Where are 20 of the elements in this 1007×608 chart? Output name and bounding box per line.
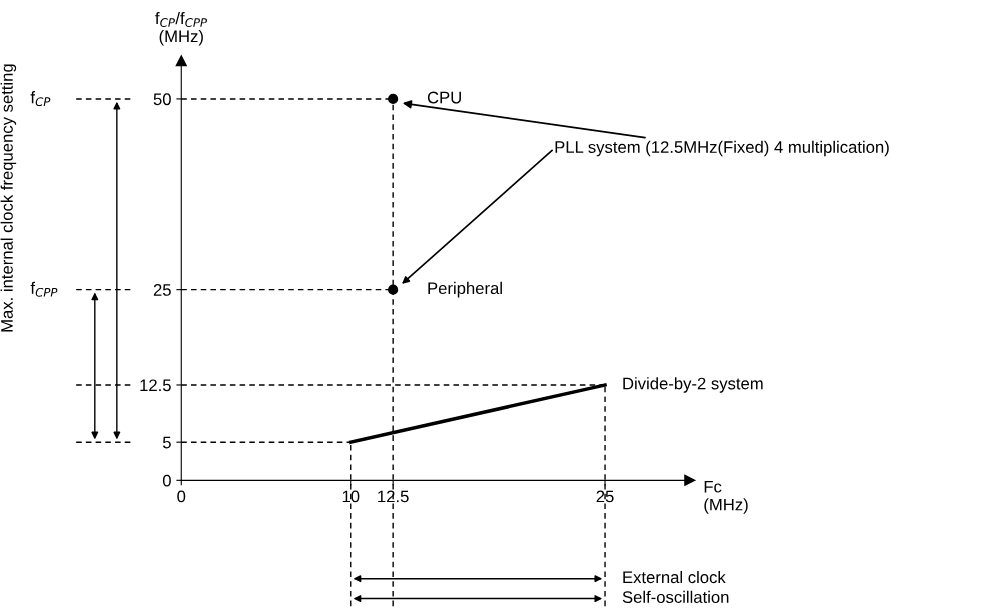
- x-tick-label: 25: [596, 490, 614, 503]
- text: f$_{CP}$: [30, 91, 51, 107]
- x-tick-label: 12.5: [378, 490, 409, 503]
- data-label: CPU: [427, 91, 461, 104]
- x-axis-title: Fc (MHz): [704, 480, 748, 514]
- text: External clock: [623, 570, 726, 584]
- text: Self-oscillation: [622, 590, 729, 604]
- y-tick-label: 12.5: [140, 379, 171, 392]
- y-tick-label: 50: [153, 93, 171, 106]
- x-tick-label: 0: [177, 490, 186, 503]
- x-tick-label: 10: [342, 490, 360, 503]
- y-tick-label: 5: [162, 436, 171, 449]
- series-label: Divide-by-2 system: [623, 377, 763, 393]
- chart-title: f$_{CP}$/f$_{CPP}$ (MHz): [155, 11, 207, 46]
- y-tick-label: 25: [153, 284, 171, 296]
- annotation: PLL system (12.5MHz(Fixed) 4 multiplication): [555, 140, 889, 157]
- data-label: Peripheral: [428, 281, 502, 298]
- y-tick-label: 0: [162, 474, 171, 487]
- text: f$_{CPP}$: [30, 281, 58, 297]
- text: Max. internal clock frequency setting: [0, 64, 17, 332]
